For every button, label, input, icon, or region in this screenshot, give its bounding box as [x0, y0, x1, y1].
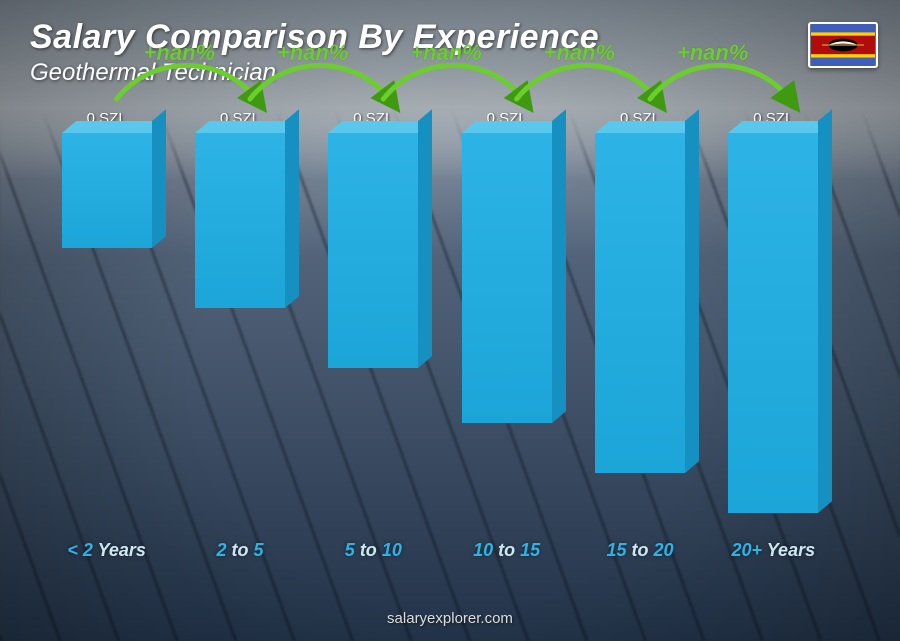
- bar-side: [685, 109, 699, 473]
- bar-slot: 0 SZL: [40, 110, 173, 531]
- bar-front: [195, 133, 285, 308]
- bar-slot: 0 SZL: [307, 110, 440, 531]
- delta-label: +nan%: [410, 40, 482, 65]
- bar-side: [552, 109, 566, 423]
- bar-slot: 0 SZL: [573, 110, 706, 531]
- delta-label: +nan%: [277, 40, 349, 65]
- xaxis-label: 2 to 5: [173, 540, 306, 561]
- country-flag: [808, 22, 878, 68]
- bar: [328, 133, 418, 368]
- xaxis-label: 20+ Years: [707, 540, 840, 561]
- xaxis-row: < 2 Years2 to 55 to 1010 to 1515 to 2020…: [40, 540, 840, 561]
- bar-top: [328, 121, 432, 133]
- delta-label: +nan%: [544, 40, 616, 65]
- bar-top: [462, 121, 566, 133]
- bar: [728, 133, 818, 513]
- bar-side: [285, 109, 299, 308]
- delta-label: +nan%: [144, 40, 216, 65]
- bar: [195, 133, 285, 308]
- xaxis-label: < 2 Years: [40, 540, 173, 561]
- bar-front: [62, 133, 152, 248]
- bar-slot: 0 SZL: [173, 110, 306, 531]
- xaxis-label: 15 to 20: [573, 540, 706, 561]
- bar-top: [595, 121, 699, 133]
- bar: [462, 133, 552, 423]
- site-credit: salaryexplorer.com: [0, 610, 900, 627]
- bar-front: [728, 133, 818, 513]
- xaxis-label: 5 to 10: [307, 540, 440, 561]
- bar-side: [818, 109, 832, 513]
- bar-top: [195, 121, 299, 133]
- bar-front: [595, 133, 685, 473]
- flag-svg: [810, 24, 876, 66]
- delta-label: +nan%: [677, 40, 749, 65]
- bar-slot: 0 SZL: [440, 110, 573, 531]
- chart-area: +nan%+nan%+nan%+nan%+nan% 0 SZL0 SZL0 SZ…: [40, 110, 840, 561]
- bar-top: [728, 121, 832, 133]
- bar-front: [328, 133, 418, 368]
- bar-side: [418, 109, 432, 368]
- bar-top: [62, 121, 166, 133]
- xaxis-label: 10 to 15: [440, 540, 573, 561]
- bar-slot: 0 SZL: [707, 110, 840, 531]
- bar-front: [462, 133, 552, 423]
- bars-row: 0 SZL0 SZL0 SZL0 SZL0 SZL0 SZL: [40, 110, 840, 531]
- bar-side: [152, 109, 166, 248]
- bar: [595, 133, 685, 473]
- bar: [62, 133, 152, 248]
